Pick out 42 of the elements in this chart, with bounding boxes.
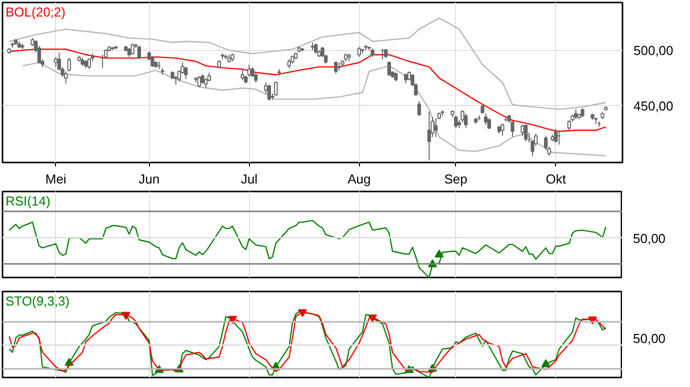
candlestick	[487, 118, 491, 130]
candlestick	[54, 56, 58, 68]
candlestick	[427, 110, 431, 161]
x-tick-label: Aug	[348, 172, 371, 186]
text: 50,00	[633, 330, 666, 348]
line-series	[8, 48, 606, 132]
candlestick	[387, 60, 391, 76]
candlestick	[87, 58, 91, 70]
text: 50,00	[633, 230, 666, 248]
candlestick	[464, 113, 468, 129]
candlestick	[150, 55, 154, 68]
candlestick	[137, 45, 141, 60]
candlestick	[197, 75, 201, 88]
candlestick	[554, 128, 558, 143]
y-tick-label: 450,00	[634, 98, 674, 114]
candlestick	[357, 46, 361, 58]
candlestick	[404, 73, 408, 84]
x-tick-label: Jun	[138, 172, 160, 186]
candlestick	[334, 60, 338, 74]
candlestick	[67, 58, 71, 72]
x-tick-label: Jul	[240, 172, 258, 186]
candlestick	[130, 43, 134, 56]
candlestick	[480, 103, 484, 114]
candlestick	[524, 124, 528, 142]
candlestick	[484, 113, 488, 126]
candlestick	[267, 84, 271, 101]
candlestick	[417, 100, 421, 116]
chart-title: RSI(14)	[6, 194, 50, 208]
x-tick-label: Sep	[444, 172, 468, 186]
candlestick	[574, 108, 578, 120]
x-tick-label: Mei	[45, 172, 66, 186]
candlestick	[500, 123, 504, 136]
candlestick	[64, 70, 68, 84]
candlestick	[520, 124, 524, 136]
candlestick	[314, 43, 318, 54]
chart-title: STO(9,3,3)	[6, 294, 70, 308]
chart-title: BOL(20;2)	[6, 4, 66, 20]
y-tick-label: 500,00	[634, 42, 674, 58]
x-tick-label: Okt	[546, 172, 566, 186]
candlestick	[274, 80, 278, 96]
candlestick	[240, 70, 244, 81]
candlestick	[184, 66, 188, 80]
